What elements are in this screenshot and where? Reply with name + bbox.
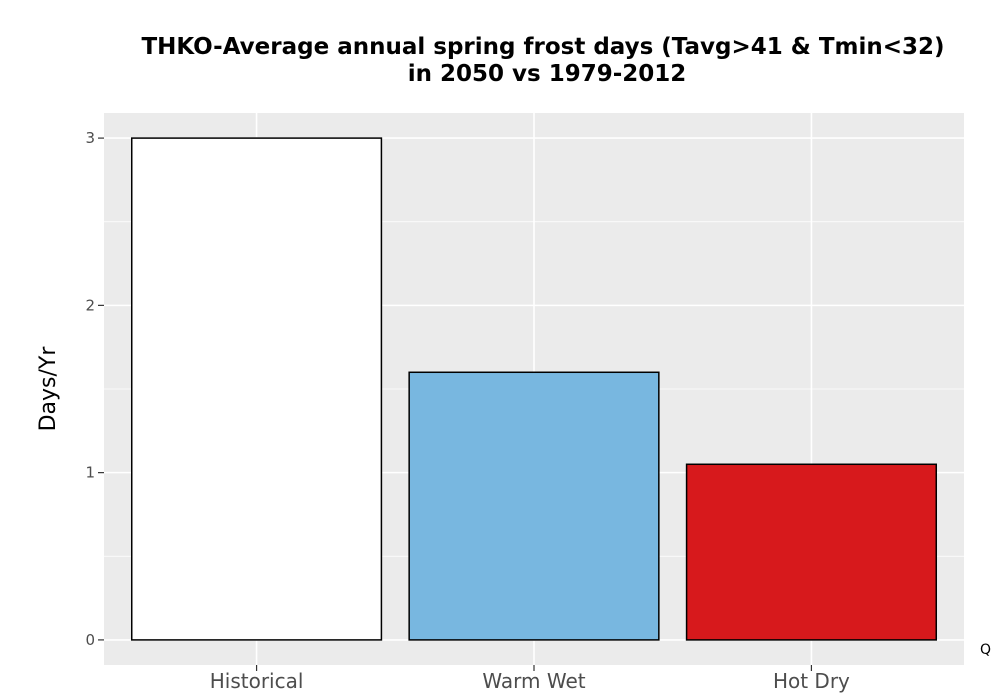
y-tick-label: 3 bbox=[85, 129, 95, 147]
x-tick-label: Hot Dry bbox=[773, 669, 850, 693]
y-axis-ticks: 0 1 2 3 bbox=[85, 129, 104, 649]
chart-title-line-1: THKO-Average annual spring frost days (T… bbox=[141, 34, 944, 60]
bar-historical bbox=[130, 137, 383, 641]
y-tick-label: 2 bbox=[85, 296, 95, 314]
footnote-q: Q bbox=[980, 642, 991, 658]
x-axis-ticks: Historical Warm Wet Hot Dry bbox=[210, 665, 850, 693]
x-tick-label: Warm Wet bbox=[482, 669, 585, 693]
x-tick-label: Historical bbox=[210, 669, 304, 693]
y-axis-title: Days/Yr bbox=[36, 346, 61, 432]
y-tick-label: 0 bbox=[85, 631, 95, 649]
y-tick-label: 1 bbox=[85, 464, 95, 482]
bar-hot-dry bbox=[685, 463, 938, 641]
bar-warm-wet bbox=[408, 371, 660, 641]
chart-title-line-2: in 2050 vs 1979-2012 bbox=[408, 61, 687, 87]
bars bbox=[130, 137, 938, 641]
